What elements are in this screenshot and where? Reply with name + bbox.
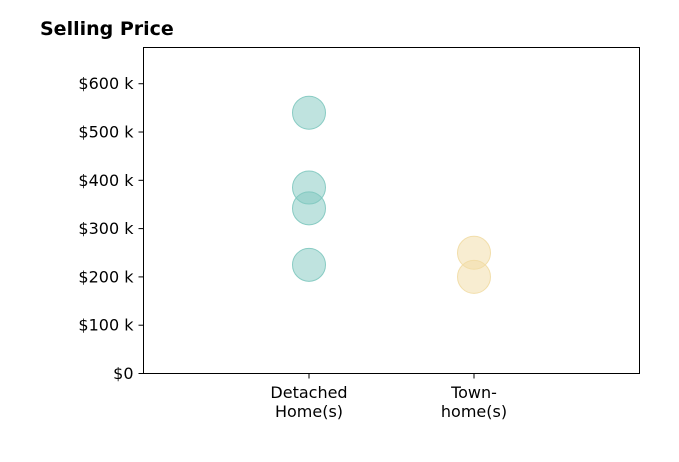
data-point (292, 247, 326, 282)
x-tick-label: home(s) (441, 402, 507, 421)
y-tick-label: $200 k (78, 267, 134, 286)
chart-title: Selling Price (40, 18, 174, 40)
x-tick-label: Detached (270, 383, 347, 402)
y-tick-label: $300 k (78, 219, 134, 238)
y-axis: $0 $100 k $200 k $300 k $400 k $500 k $600 k (78, 74, 144, 383)
x-tick-label: Town- (450, 383, 497, 402)
y-tick-label: $600 k (78, 74, 134, 93)
data-point (292, 95, 326, 130)
data-points (292, 95, 491, 294)
data-point (292, 191, 326, 226)
plot-frame (143, 47, 640, 374)
y-tick-label: $100 k (78, 316, 134, 335)
data-point (457, 259, 491, 294)
y-tick-label: $0 (113, 364, 133, 383)
y-tick-label: $400 k (78, 171, 134, 190)
x-tick-label: Home(s) (275, 402, 343, 421)
y-tick-label: $500 k (78, 123, 134, 142)
